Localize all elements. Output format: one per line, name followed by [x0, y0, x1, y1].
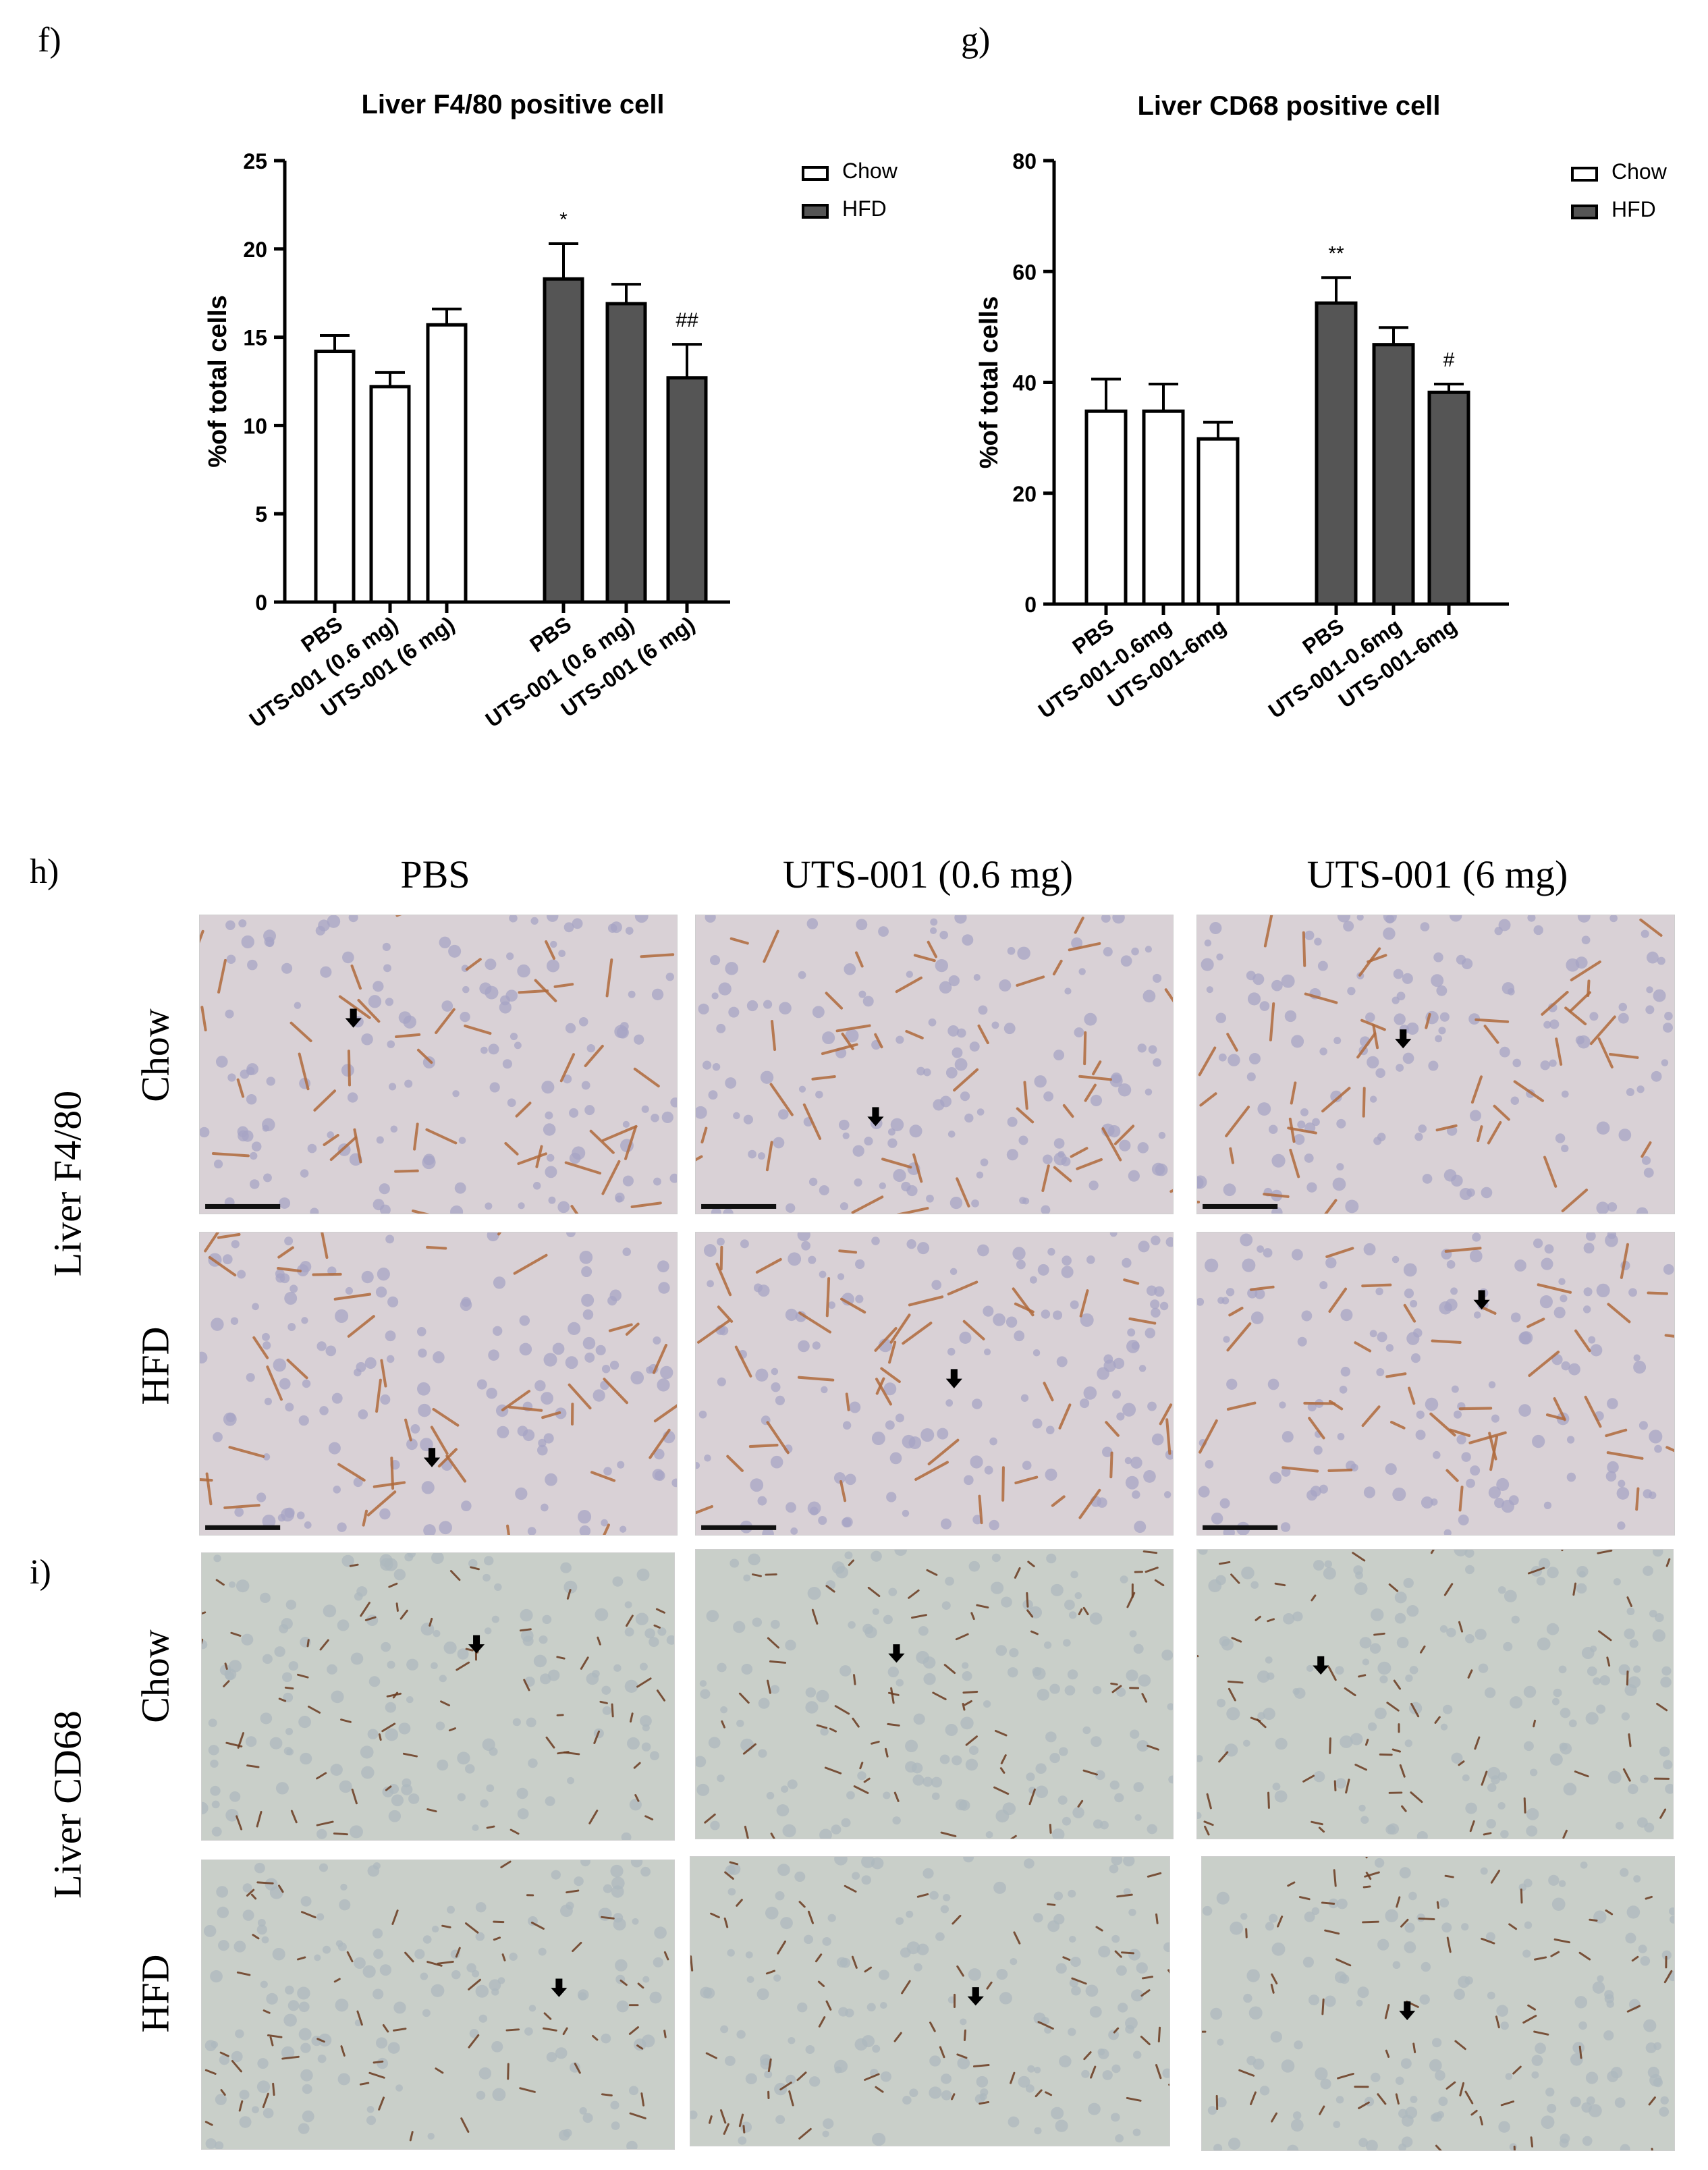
- arrow-marker-icon: [551, 1978, 568, 1997]
- x-category-label: PBS: [525, 612, 576, 657]
- micrograph-image: [696, 1550, 1173, 1839]
- bar-f480-chow-1: [369, 385, 411, 604]
- micrograph-f480-chow-uts-6mg: [1196, 915, 1675, 1214]
- y-axis-label: %of total cells: [975, 296, 1003, 469]
- micrograph-cd68-hfd-uts-6mg: [1201, 1856, 1675, 2151]
- bar-cd68-hfd-4: [1372, 343, 1415, 606]
- y-tick-label: 20: [1012, 482, 1037, 506]
- micrograph-image: [200, 915, 677, 1214]
- y-tick-label: 15: [243, 326, 267, 350]
- bar-cd68-hfd-5: [1427, 390, 1470, 606]
- y-tick-label: 20: [243, 238, 267, 262]
- y-tick-label: 0: [255, 591, 267, 615]
- column-header-uts-6mg: UTS-001 (6 mg): [1306, 852, 1568, 896]
- micrograph-f480-hfd-uts-0-6mg: [695, 1232, 1174, 1536]
- micrograph-f480-hfd-pbs: [199, 1232, 678, 1536]
- scale-bar: [205, 1203, 281, 1209]
- legend-swatch-chow: [802, 166, 829, 181]
- y-tick-label: 80: [1012, 149, 1037, 173]
- bar-cd68-chow-1: [1142, 409, 1185, 606]
- arrow-marker-icon: [945, 1369, 962, 1388]
- arrow-marker-icon: [1395, 1029, 1412, 1049]
- row-group-label-cd68: Liver CD68: [45, 1710, 90, 1899]
- bar-f480-hfd-3: [543, 277, 584, 604]
- arrow-marker-icon: [345, 1008, 362, 1028]
- legend-label-chow: Chow: [842, 159, 898, 183]
- micrograph-image: [696, 915, 1173, 1214]
- micrograph-image: [1202, 1857, 1674, 2150]
- bar-cd68-chow-2: [1196, 437, 1240, 606]
- micrograph-cd68-hfd-pbs: [201, 1860, 675, 2150]
- column-header-uts-0-6mg: UTS-001 (0.6 mg): [782, 852, 1074, 896]
- column-header-pbs: PBS: [400, 852, 470, 896]
- row-label-cd68-hfd: HFD: [133, 1954, 177, 2033]
- chart-title: Liver F4/80 positive cell: [361, 90, 664, 119]
- micrograph-image: [696, 1232, 1173, 1535]
- panel-label-h: h): [30, 852, 59, 891]
- arrow-marker-icon: [867, 1107, 884, 1127]
- bar-f480-hfd-4: [605, 302, 647, 604]
- micrograph-image: [1197, 1550, 1673, 1839]
- legend-label-hfd: HFD: [1611, 197, 1656, 221]
- bar-f480-chow-2: [426, 323, 468, 604]
- arrow-marker-icon: [1473, 1290, 1490, 1310]
- legend-swatch-hfd: [802, 204, 829, 219]
- micrograph-image: [202, 1553, 674, 1840]
- scale-bar: [701, 1203, 777, 1209]
- bar-f480-hfd-5: [666, 376, 708, 604]
- significance-annotation: *: [559, 209, 568, 231]
- micrograph-image: [690, 1857, 1169, 2146]
- scale-bar: [205, 1525, 281, 1530]
- row-label-f480-chow: Chow: [133, 1008, 177, 1102]
- significance-annotation: ##: [676, 309, 698, 331]
- y-tick-label: 25: [243, 149, 267, 173]
- panel-label-i: i): [30, 1553, 51, 1592]
- micrograph-cd68-hfd-uts-0-6mg: [690, 1856, 1170, 2146]
- y-tick-label: 5: [255, 502, 267, 526]
- micrograph-cd68-chow-pbs: [201, 1552, 675, 1841]
- scale-bar: [701, 1525, 777, 1530]
- y-tick-label: 60: [1012, 260, 1037, 284]
- y-tick-label: 10: [243, 414, 267, 438]
- legend-swatch-hfd: [1571, 205, 1598, 219]
- arrow-marker-icon: [888, 1644, 905, 1663]
- arrow-marker-icon: [967, 1987, 984, 2006]
- row-label-f480-hfd: HFD: [133, 1326, 177, 1405]
- legend-label-chow: Chow: [1611, 159, 1668, 184]
- micrograph-f480-chow-pbs: [199, 915, 678, 1214]
- chart-title: Liver CD68 positive cell: [1137, 91, 1440, 121]
- arrow-marker-icon: [1399, 2001, 1416, 2020]
- scale-bar: [1203, 1203, 1278, 1209]
- arrow-marker-icon: [1313, 1656, 1329, 1675]
- legend-swatch-chow: [1571, 167, 1598, 182]
- micrograph-image: [202, 1860, 674, 2149]
- y-tick-label: 40: [1012, 371, 1037, 396]
- micrograph-cd68-chow-uts-0-6mg: [695, 1549, 1174, 1839]
- cd68-bar-chart: Liver CD68 positive cell 0 20 40 60 80 %of tot…: [975, 91, 1668, 723]
- micrograph-f480-chow-uts-0-6mg: [695, 915, 1174, 1214]
- arrow-marker-icon: [468, 1635, 485, 1654]
- scale-bar: [1203, 1525, 1278, 1530]
- bar-cd68-hfd-3: [1315, 301, 1358, 606]
- y-tick-label: 0: [1024, 593, 1037, 617]
- bar-f480-chow-0: [314, 350, 356, 604]
- micrograph-cd68-chow-uts-6mg: [1196, 1549, 1674, 1839]
- legend-label-hfd: HFD: [842, 196, 887, 221]
- y-axis-label: %of total cells: [204, 295, 232, 468]
- bar-cd68-chow-0: [1084, 409, 1128, 606]
- row-group-label-f480: Liver F4/80: [45, 1090, 90, 1277]
- panel-label-g: g): [961, 21, 991, 59]
- micrograph-f480-hfd-uts-6mg: [1196, 1232, 1675, 1536]
- micrograph-image: [1197, 915, 1674, 1214]
- row-label-cd68-chow: Chow: [133, 1629, 177, 1723]
- panel-label-f: f): [38, 21, 61, 59]
- micrograph-image: [200, 1232, 677, 1535]
- significance-annotation: **: [1328, 242, 1344, 265]
- f480-bar-chart: Liver F4/80 positive cell 0 5 10 15 20 25 %of t…: [204, 90, 898, 732]
- significance-annotation: #: [1443, 349, 1455, 371]
- micrograph-image: [1197, 1232, 1674, 1535]
